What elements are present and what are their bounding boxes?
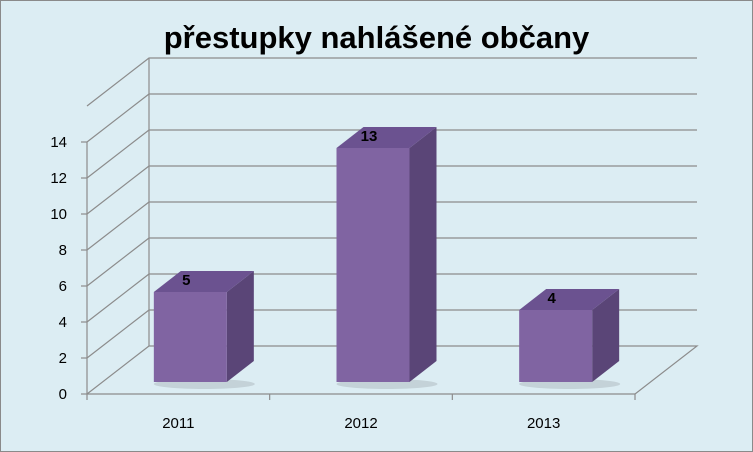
bar-top xyxy=(153,271,254,292)
bar-side xyxy=(226,271,254,382)
data-label: 4 xyxy=(547,290,556,307)
bar-side xyxy=(592,289,620,382)
chart-title: přestupky nahlášené občany xyxy=(163,20,590,55)
x-tick-label: 2011 xyxy=(162,415,194,432)
y-tick-label: 2 xyxy=(59,350,67,367)
x-tick-label: 2012 xyxy=(344,415,377,432)
bar xyxy=(153,292,227,382)
bar-top xyxy=(519,289,620,310)
y-tick-label: 14 xyxy=(50,134,67,151)
y-tick-label: 4 xyxy=(59,314,67,331)
bar xyxy=(336,148,410,382)
data-label: 13 xyxy=(361,128,378,145)
bar xyxy=(519,310,593,382)
y-tick-label: 12 xyxy=(50,170,67,187)
y-tick-label: 0 xyxy=(59,386,67,403)
y-tick-label: 8 xyxy=(59,242,67,259)
gridline xyxy=(86,57,697,107)
bar-side xyxy=(409,127,437,382)
x-tick-label: 2013 xyxy=(527,415,560,432)
bar-top xyxy=(336,127,437,148)
y-tick-label: 10 xyxy=(50,206,67,223)
y-tick-label: 6 xyxy=(59,278,67,295)
data-label: 5 xyxy=(182,272,190,289)
